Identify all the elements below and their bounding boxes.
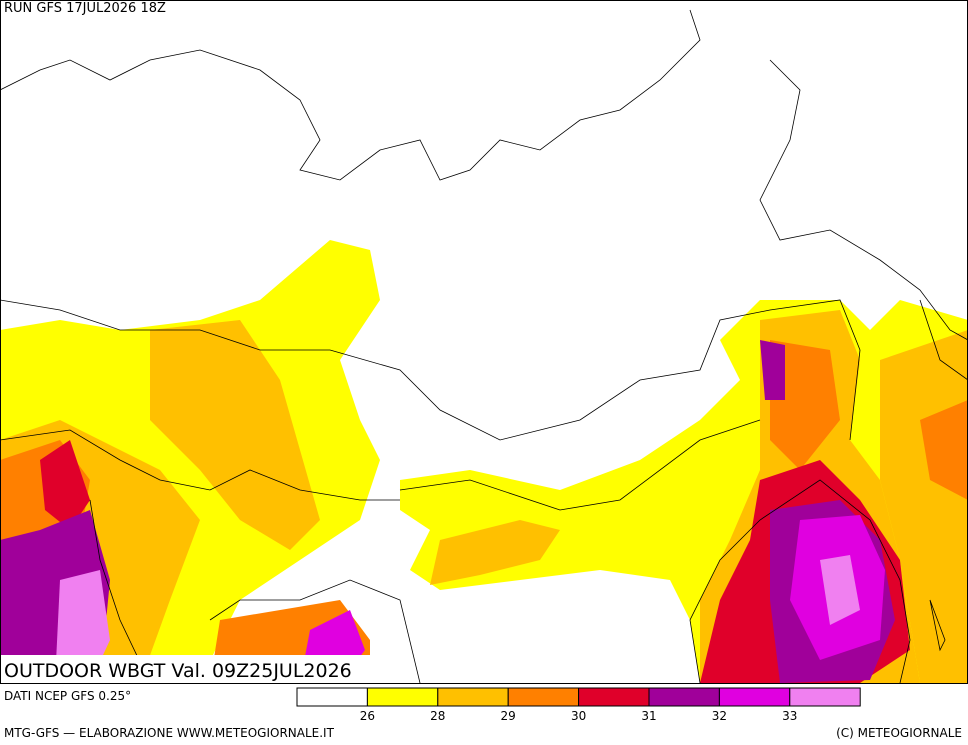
wbgt-area — [820, 555, 860, 625]
map-title: OUTDOOR WBGT Val. 09Z25JUL2026 — [4, 660, 352, 682]
legend-swatch — [366, 687, 439, 707]
borders — [0, 9, 968, 684]
legend-label: 26 — [360, 709, 375, 723]
source-label: DATI NCEP GFS 0.25° — [4, 689, 131, 703]
legend-swatch — [789, 687, 861, 707]
legend-label: 30 — [571, 709, 586, 723]
title-box — [1, 655, 383, 683]
legend-label: 32 — [712, 709, 727, 723]
legend-swatch — [296, 687, 368, 707]
legend-swatch — [578, 687, 650, 707]
legend-swatch — [507, 687, 580, 707]
legend-label: 31 — [641, 709, 656, 723]
footer-left: MTG-GFS — ELABORAZIONE WWW.METEOGIORNALE… — [4, 726, 335, 740]
wbgt-area — [770, 340, 840, 470]
wbgt-field — [0, 240, 968, 683]
legend-swatch — [437, 687, 509, 707]
wbgt-area — [760, 340, 785, 400]
wbgt-area — [920, 400, 968, 500]
legend-swatch — [718, 687, 791, 707]
wbgt-area — [430, 520, 560, 585]
footer-right: (C) METEOGIORNALE — [836, 726, 962, 740]
wbgt-area — [40, 440, 90, 530]
legend-swatch — [648, 687, 720, 707]
wbgt-area — [55, 570, 110, 683]
legend: 26 28 29 30 31 32 33 — [296, 687, 861, 723]
run-label: RUN GFS 17JUL2026 18Z — [4, 1, 166, 16]
legend-label: 33 — [782, 709, 797, 723]
legend-label: 29 — [501, 709, 516, 723]
legend-label: 28 — [430, 709, 445, 723]
wbgt-area — [150, 320, 320, 550]
